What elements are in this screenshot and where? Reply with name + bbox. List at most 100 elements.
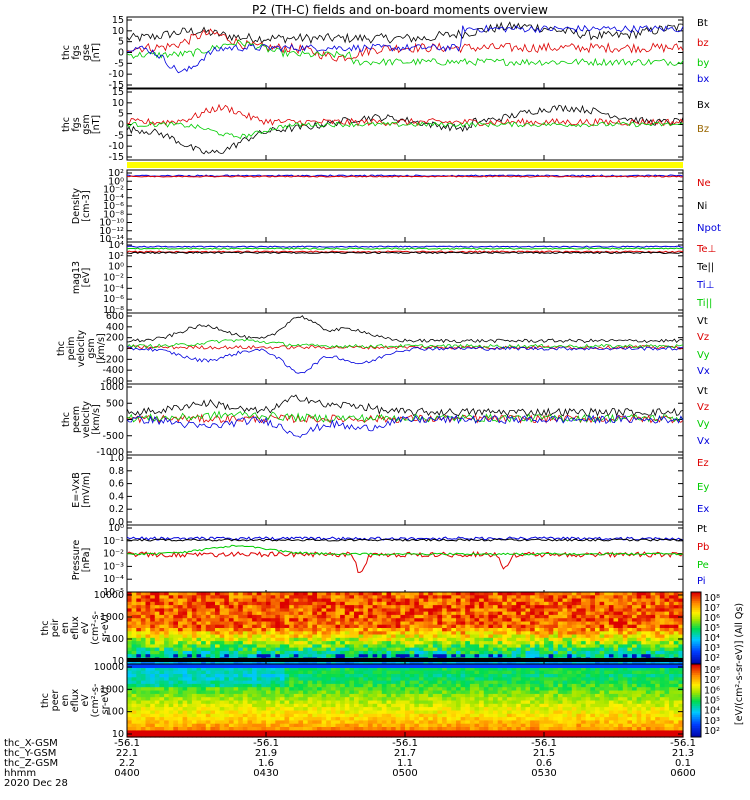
heat-cell (326, 637, 332, 642)
heat-cell (418, 660, 425, 665)
heat-cell (298, 618, 304, 623)
heat-cell (446, 631, 452, 636)
heat-cell (279, 621, 286, 626)
y-tick-label: -10 (108, 69, 124, 80)
heat-cell (247, 667, 253, 672)
heat-cell (349, 707, 355, 711)
heat-cell (219, 720, 225, 725)
heat-cell (238, 647, 244, 652)
heat-cell (215, 631, 221, 636)
heat-cell (530, 601, 536, 606)
heat-cell (187, 644, 193, 649)
heat-cell (228, 713, 235, 718)
heat-cell (289, 693, 295, 698)
heat-cell (303, 647, 309, 652)
heat-cell (164, 628, 170, 632)
heat-cell (493, 650, 499, 655)
heat-cell (349, 634, 355, 639)
heat-cell (428, 690, 434, 695)
heat-cell (636, 631, 642, 636)
heat-cell (442, 693, 448, 698)
heat-cell (548, 674, 554, 678)
heat-cell (154, 624, 160, 629)
heat-cell (474, 667, 480, 672)
heat-cell (191, 611, 198, 616)
panel-frame (126, 524, 684, 596)
heat-cell (571, 624, 577, 629)
heat-cell (622, 634, 628, 639)
heat-cell (358, 628, 364, 632)
heat-cell (395, 628, 401, 632)
heat-cell (585, 598, 591, 603)
heat-cell (275, 654, 281, 659)
heat-cell (557, 598, 564, 603)
heat-cell (210, 605, 216, 609)
heat-cell (432, 720, 438, 725)
heat-cell (205, 713, 211, 718)
heat-cell (581, 637, 587, 642)
heat-cell (340, 667, 346, 672)
heat-cell (423, 637, 429, 642)
heat-cell (622, 608, 628, 613)
heat-cell (414, 650, 420, 655)
heat-cell (479, 674, 485, 678)
heat-cell (242, 628, 248, 632)
heat-cell (409, 621, 415, 626)
heat-cell (405, 710, 411, 715)
heat-cell (344, 677, 350, 682)
heat-cell (618, 601, 624, 606)
heat-cell (256, 697, 262, 702)
ylabel-line: gsm (86, 338, 97, 358)
heat-cell (659, 592, 665, 596)
heat-cell (465, 608, 471, 613)
heat-cell (442, 683, 448, 688)
heat-cell (284, 723, 290, 728)
heat-cell (418, 677, 425, 682)
heat-cell (196, 730, 202, 735)
heat-cell (488, 660, 494, 665)
heat-cell (650, 628, 656, 632)
heat-cell (650, 624, 656, 629)
heat-cell (451, 720, 457, 725)
heat-cell (164, 660, 170, 665)
heat-cell (474, 641, 480, 645)
y-tick-label: 1000 (100, 382, 124, 393)
ylabel-line: velocity (81, 401, 92, 439)
heat-cell (238, 670, 244, 675)
heat-cell (284, 683, 290, 688)
heat-cell (386, 647, 392, 652)
heat-cell (381, 674, 387, 678)
heat-cell (187, 618, 193, 623)
heat-cell (557, 654, 564, 659)
heat-cell (544, 634, 550, 639)
heat-cell (321, 730, 327, 735)
heat-cell (228, 644, 235, 649)
heat-cell (270, 674, 276, 678)
heat-cell (405, 707, 411, 711)
heat-cell (409, 687, 415, 692)
heat-cell (154, 605, 160, 609)
heat-cell (632, 608, 638, 613)
heat-cell (678, 624, 684, 629)
heat-cell (224, 687, 230, 692)
heat-cell (344, 723, 350, 728)
heat-cell (395, 637, 401, 642)
heat-cell (659, 608, 665, 613)
heat-cell (344, 707, 350, 711)
heat-cell (140, 690, 147, 695)
heat-cell (140, 680, 147, 685)
heat-cell (228, 621, 235, 626)
heat-cell (307, 614, 313, 619)
heat-cell (479, 670, 485, 675)
heat-cell (131, 647, 137, 652)
heat-cell (312, 660, 318, 665)
heat-cell (154, 683, 160, 688)
heat-cell (140, 614, 147, 619)
heat-cell (669, 660, 675, 665)
heat-cell (154, 713, 160, 718)
heat-cell (395, 634, 401, 639)
heat-cell (150, 674, 156, 678)
heat-cell (511, 660, 517, 665)
heat-cell (474, 697, 480, 702)
heat-cell (446, 628, 452, 632)
